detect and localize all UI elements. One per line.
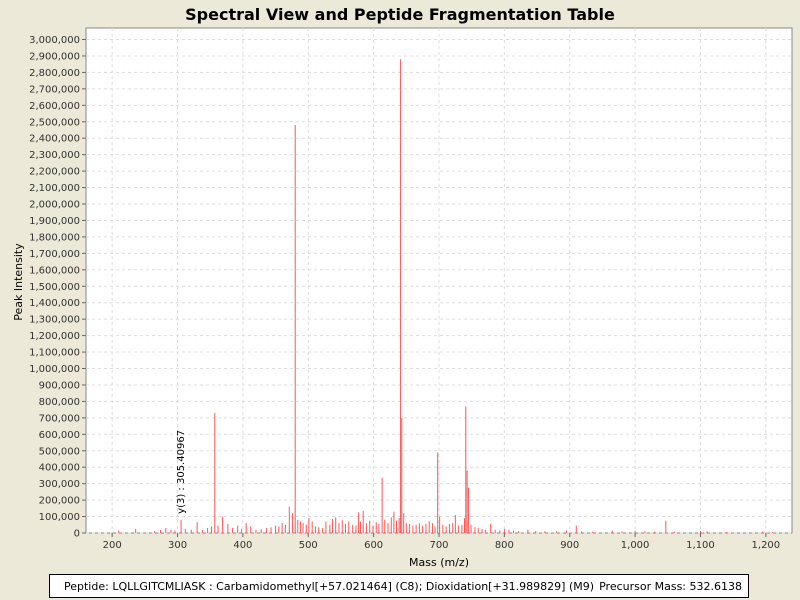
spectrum-chart: Spectral View and Peptide Fragmentation … [12,5,793,569]
y-tick-label: 2,200,000 [29,167,80,178]
precursor-mass: Precursor Mass: 532.6138 [599,579,742,593]
y-tick-label: 1,600,000 [29,265,80,276]
y-tick-label: 300,000 [39,479,80,490]
y-tick-label: 200,000 [39,496,80,507]
x-tick-label: 400 [233,540,252,551]
x-tick-label: 700 [429,540,448,551]
x-tick-label: 500 [299,540,318,551]
x-tick-label: 200 [103,540,122,551]
y-tick-label: 0 [74,529,80,540]
y-tick-label: 1,200,000 [29,331,80,342]
y-tick-label: 600,000 [39,430,80,441]
y-tick-label: 2,800,000 [29,68,80,79]
y-tick-label: 2,300,000 [29,150,80,161]
y-tick-label: 1,100,000 [29,348,80,359]
y-tick-label: 1,500,000 [29,282,80,293]
y-tick-label: 500,000 [39,446,80,457]
y-tick-label: 2,000,000 [29,200,80,211]
y-tick-label: 1,400,000 [29,298,80,309]
x-tick-label: 1,100 [686,540,715,551]
y-axis-label: Peak Intensity [12,243,25,321]
chart-title: Spectral View and Peptide Fragmentation … [185,5,615,24]
y-tick-label: 2,900,000 [29,51,80,62]
peaks-group [118,59,773,533]
y-tick-label: 2,600,000 [29,101,80,112]
y-tick-label: 100,000 [39,512,80,523]
y-tick-label: 1,900,000 [29,216,80,227]
peak-annotation: y(3) : 305.40967 [176,430,187,514]
x-tick-label: 800 [495,540,514,551]
y-tick-label: 1,800,000 [29,232,80,243]
grid-lines [86,28,792,534]
y-tick-label: 3,000,000 [29,35,80,46]
x-axis-ticks: 200 300 400 500 600 700 800 900 1,000 1,100 1,200 [103,533,781,551]
x-tick-label: 900 [560,540,579,551]
y-tick-label: 1,000,000 [29,364,80,375]
y-tick-label: 1,700,000 [29,249,80,260]
y-tick-label: 2,400,000 [29,134,80,145]
y-tick-label: 1,300,000 [29,315,80,326]
peptide-info: Peptide: LQLLGITCMLIASK : Carbamidomethy… [64,579,595,593]
x-tick-label: 1,200 [752,540,781,551]
y-tick-label: 700,000 [39,413,80,424]
y-axis-ticks: 0 100,000 200,000 300,000 400,000 500,000 600,… [29,35,86,540]
y-tick-label: 2,700,000 [29,84,80,95]
footer-info-bar: Peptide: LQLLGITCMLIASK : Carbamidomethy… [49,574,749,598]
y-tick-label: 2,500,000 [29,117,80,128]
x-axis-label: Mass (m/z) [409,556,469,569]
y-tick-label: 2,100,000 [29,183,80,194]
y-tick-label: 800,000 [39,397,80,408]
x-tick-label: 1,000 [621,540,650,551]
annotations-group: y(3) : 305.40967 [176,430,187,514]
y-tick-label: 400,000 [39,463,80,474]
y-tick-label: 900,000 [39,380,80,391]
x-tick-label: 600 [364,540,383,551]
x-tick-label: 300 [168,540,187,551]
